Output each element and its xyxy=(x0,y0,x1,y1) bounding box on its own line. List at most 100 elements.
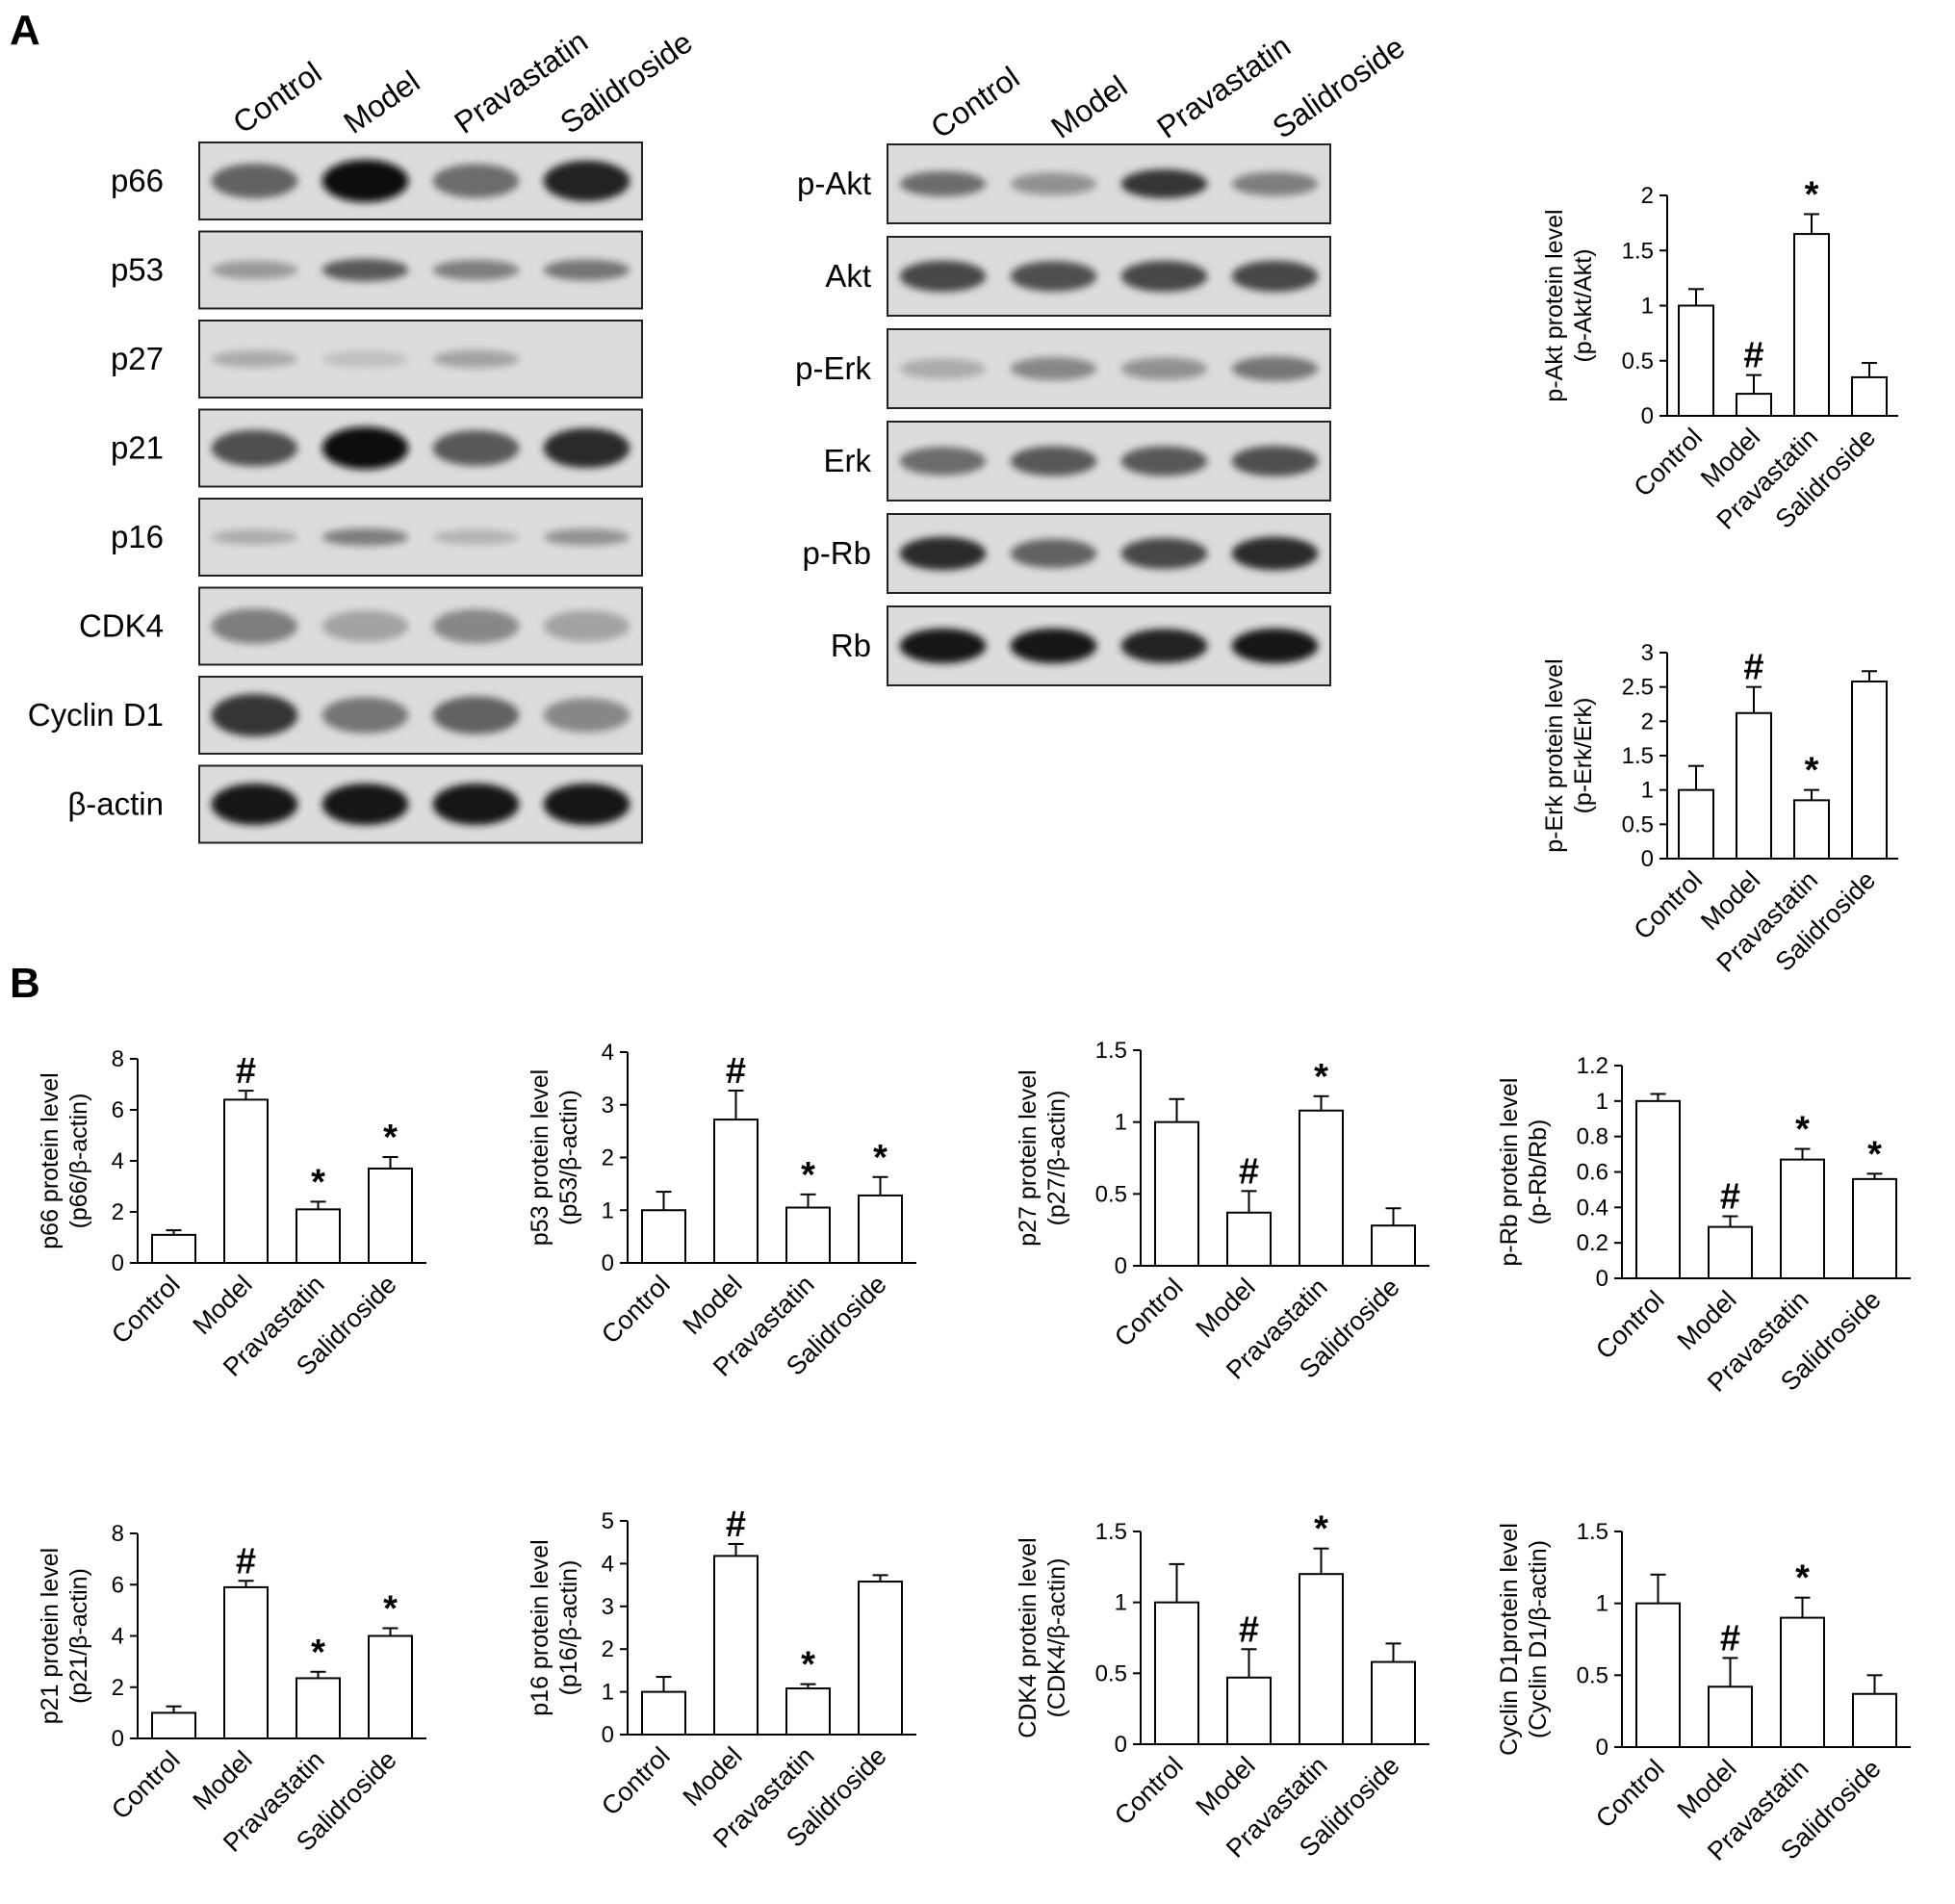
band-model xyxy=(1010,446,1097,476)
category-label-control: Control xyxy=(596,1741,676,1821)
bar-salidroside xyxy=(858,1581,903,1736)
left-blot-cdk4: CDK4 xyxy=(79,586,643,666)
category-label-control: Control xyxy=(596,1270,676,1350)
y-axis-title: CDK4 protein level xyxy=(1015,1537,1042,1737)
y-tick-label: 0 xyxy=(112,1726,124,1752)
bar-model xyxy=(1736,393,1772,418)
blot-label: p-Rb xyxy=(802,535,871,571)
significance-hash: # xyxy=(1743,648,1763,688)
bar-pravastatin xyxy=(1793,799,1830,860)
y-axis-subtitle: (p27/β-actin) xyxy=(1043,1091,1070,1226)
blot-label: p21 xyxy=(111,430,164,466)
y-tick-label: 2 xyxy=(602,1145,614,1171)
significance-star: * xyxy=(1314,1509,1328,1550)
y-tick-label: 0.4 xyxy=(1577,1195,1608,1221)
right-blot-p-akt: p-Akt xyxy=(797,143,1331,224)
band-pravastatin xyxy=(432,608,520,644)
bar-control xyxy=(1635,1602,1681,1748)
bar-control xyxy=(1154,1120,1199,1267)
y-axis-title: p-Erk protein level xyxy=(1541,658,1568,852)
y-tick-label: 1 xyxy=(602,1680,614,1706)
y-axis-subtitle: (p53/β-actin) xyxy=(555,1090,582,1225)
bar-control xyxy=(1678,304,1714,417)
band-pravastatin xyxy=(432,696,520,734)
band-model xyxy=(1010,172,1097,195)
y-axis-subtitle: (CDK4/β-actin) xyxy=(1043,1558,1070,1718)
band-salidroside xyxy=(543,528,630,546)
bar-salidroside xyxy=(368,1167,413,1264)
y-axis-subtitle: (p-Akt/Akt) xyxy=(1570,248,1597,362)
y-tick-label: 0 xyxy=(1115,1732,1127,1758)
band-salidroside xyxy=(1231,536,1319,571)
significance-hash: # xyxy=(1239,1609,1259,1650)
band-pravastatin xyxy=(1120,446,1208,476)
y-tick-label: 0.6 xyxy=(1577,1160,1608,1186)
y-tick-label: 1 xyxy=(1115,1110,1127,1136)
category-label-control: Control xyxy=(1109,1751,1189,1831)
blot-label: p53 xyxy=(111,252,164,288)
band-pravastatin xyxy=(1120,357,1208,380)
left-blot-p27: p27 xyxy=(111,320,643,399)
y-tick-label: 1 xyxy=(1596,1591,1608,1617)
significance-hash: # xyxy=(726,1051,746,1092)
blot-label: Erk xyxy=(824,443,872,478)
band-pravastatin xyxy=(1120,260,1208,293)
y-axis-title: p-Akt protein level xyxy=(1541,209,1568,401)
y-axis-subtitle: (p-Rb/Rb) xyxy=(1525,1119,1552,1225)
category-label-model: Model xyxy=(1672,1754,1742,1824)
y-axis-subtitle: (p66/β-actin) xyxy=(65,1094,92,1229)
category-label-model: Model xyxy=(1191,1751,1261,1821)
y-axis-title: p-Rb protein level xyxy=(1496,1078,1523,1267)
band-control xyxy=(211,529,298,545)
band-control xyxy=(899,447,987,476)
bar-control xyxy=(1635,1099,1681,1280)
bar-pravastatin xyxy=(1780,1158,1825,1279)
significance-star: * xyxy=(1795,1110,1810,1150)
y-tick-label: 1.5 xyxy=(1095,1519,1127,1545)
blot-label: p-Akt xyxy=(797,166,871,201)
category-label-control: Control xyxy=(106,1270,186,1350)
panel-label-b: B xyxy=(10,960,40,1007)
significance-star: * xyxy=(1805,174,1819,215)
bar-model xyxy=(713,1555,759,1736)
category-label-model: Model xyxy=(678,1270,748,1340)
bar-model xyxy=(713,1119,759,1264)
right-blot-p-erk: p-Erk xyxy=(795,328,1331,409)
band-model xyxy=(322,350,409,368)
blot-label: CDK4 xyxy=(79,608,164,644)
band-salidroside xyxy=(543,160,630,202)
bar-pravastatin xyxy=(785,1206,831,1264)
band-salidroside xyxy=(1231,446,1319,476)
chart-p53: 0 1 2 3 4 p53 protein level (p53/β-actin) Contr… xyxy=(527,1040,916,1382)
bar-salidroside xyxy=(1851,680,1888,861)
bar-pravastatin xyxy=(785,1687,831,1736)
left-blot-p21: p21 xyxy=(111,408,643,488)
band-model xyxy=(322,426,409,470)
chart-cyclin-d1: 0 0.5 1 1.5 Cyclin D1protein level (Cyclin D1… xyxy=(1496,1519,1911,1866)
y-tick-label: 1.5 xyxy=(1577,1519,1608,1545)
significance-hash: # xyxy=(1720,1177,1740,1218)
y-tick-label: 0.5 xyxy=(1577,1662,1608,1688)
significance-hash: # xyxy=(1743,336,1763,376)
y-axis-subtitle: (p-Erk/Erk) xyxy=(1570,698,1597,814)
bar-control xyxy=(641,1690,686,1736)
bar-pravastatin xyxy=(1299,1109,1344,1267)
band-salidroside xyxy=(543,698,630,733)
band-model xyxy=(1010,538,1097,569)
band-control xyxy=(211,693,298,737)
blot-label: p16 xyxy=(111,519,164,554)
left-blot-p66: p66 xyxy=(111,142,643,220)
category-label-control: Control xyxy=(1628,865,1708,945)
category-label-model: Model xyxy=(678,1741,748,1812)
bar-model xyxy=(1708,1225,1753,1280)
chart-p21: 0 2 4 6 8 p21 protein level (p21/β-actin) Contr… xyxy=(37,1521,426,1858)
band-model xyxy=(322,610,409,642)
bar-model xyxy=(1736,711,1772,860)
band-control xyxy=(211,783,298,826)
band-control xyxy=(211,163,298,199)
right-lane-label-control: Control xyxy=(924,60,1025,145)
band-pravastatin xyxy=(1120,537,1208,570)
significance-star: * xyxy=(383,1118,398,1158)
y-tick-label: 0 xyxy=(1641,403,1654,429)
y-tick-label: 1 xyxy=(1641,294,1654,320)
